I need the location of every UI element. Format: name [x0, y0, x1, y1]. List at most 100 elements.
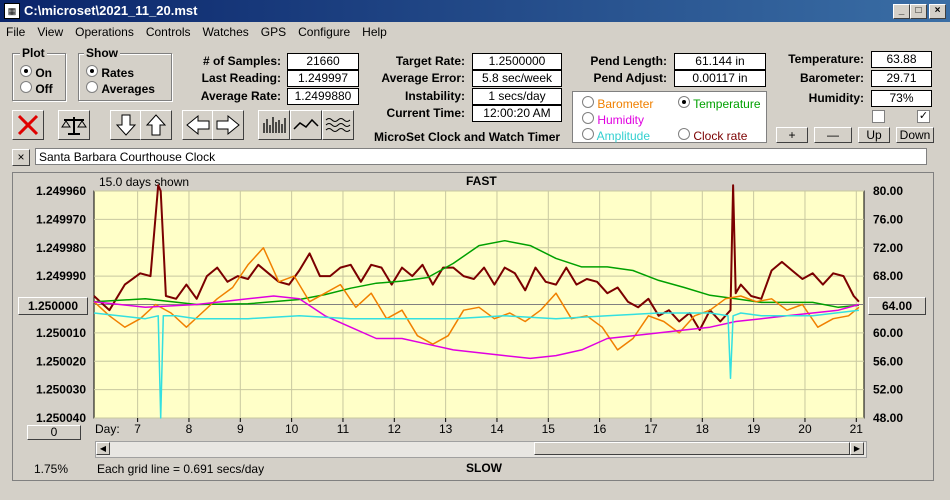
series-line-clock-rate [93, 184, 860, 331]
sensor-clockrate-label: Clock rate [693, 129, 748, 143]
y-right-tick-label: 52.00 [873, 383, 903, 397]
x-tick-label: 14 [490, 422, 504, 436]
radio-selected-icon [678, 96, 690, 108]
menu-controls[interactable]: Controls [145, 25, 191, 39]
y-left-tick-label: 1.250030 [36, 383, 86, 397]
x-tick-label: 18 [696, 422, 710, 436]
scroll-left-button[interactable]: ◀ [96, 442, 110, 455]
clear-button[interactable] [12, 110, 44, 140]
scroll-right-button[interactable]: ▶ [850, 442, 864, 455]
instability-label: Instability: [404, 89, 465, 103]
radio-selected-icon [86, 65, 98, 77]
samples-label: # of Samples: [202, 54, 281, 68]
balance-button[interactable] [58, 110, 90, 140]
average-error-value: 5.8 sec/week [472, 70, 562, 87]
humidity-label: Humidity: [808, 91, 864, 105]
sensor-humidity-radio[interactable]: Humidity [582, 112, 644, 127]
center-sensor-button[interactable]: 64.00 [868, 297, 926, 315]
x-axis-label: Day: [95, 422, 120, 436]
menu-operations[interactable]: Operations [75, 25, 134, 39]
sensor-amplitude-label: Amplitude [596, 129, 651, 143]
y-right-tick-label: 72.00 [873, 241, 903, 255]
average-error-label: Average Error: [381, 71, 465, 85]
y-right-tick-label: 48.00 [873, 411, 903, 425]
pend-adjust-value: 0.00117 in [674, 70, 766, 87]
clear-name-button[interactable]: × [12, 149, 30, 166]
sensor-temperature-radio[interactable]: Temperature [678, 96, 761, 111]
sensor-barometer-radio[interactable]: Barometer [582, 96, 653, 111]
show-averages-label: Averages [101, 82, 155, 96]
app-icon[interactable]: ▦ [4, 3, 20, 19]
target-rate-value[interactable]: 1.2500000 [472, 53, 562, 70]
scale-up-button[interactable]: Up [858, 127, 890, 143]
menu-file[interactable]: File [6, 25, 26, 39]
scale-down-button[interactable]: Down [896, 127, 934, 143]
x-tick-label: 9 [237, 422, 244, 436]
x-tick-label: 7 [134, 422, 141, 436]
arrow-right-button[interactable] [212, 110, 244, 140]
clock-name-input[interactable]: Santa Barbara Courthouse Clock [35, 148, 927, 165]
triangle-left-icon: ◀ [99, 444, 107, 453]
x-tick-label: 17 [644, 422, 658, 436]
y-right-tick-label: 80.00 [873, 184, 903, 198]
last-reading-value: 1.249997 [287, 70, 359, 87]
menu-help[interactable]: Help [362, 25, 387, 39]
arrow-left-icon [186, 114, 210, 136]
y-right-tick-label: 60.00 [873, 326, 903, 340]
left-checkbox[interactable] [872, 110, 885, 123]
center-rate-button[interactable]: 1.250000 [18, 297, 88, 315]
menu-gps[interactable]: GPS [260, 25, 287, 39]
y-left-tick-label: 1.249960 [36, 184, 86, 198]
plot-off-radio[interactable]: Off [20, 81, 53, 96]
offset-button[interactable]: 0 [27, 425, 81, 440]
y-left-tick-label: 1.250020 [36, 354, 86, 368]
y-right-tick-label: 76.00 [873, 212, 903, 226]
menu-view[interactable]: View [37, 25, 64, 39]
scale-minus-button[interactable]: — [814, 127, 852, 143]
minimize-button[interactable]: _ [893, 4, 910, 19]
sensor-barometer-label: Barometer [597, 97, 654, 111]
arrow-down-button[interactable] [110, 110, 142, 140]
sensor-temperature-label: Temperature [693, 97, 761, 111]
plot-group-title: Plot [20, 46, 47, 60]
arrow-right-icon [216, 114, 240, 136]
menu-configure[interactable]: Configure [298, 25, 351, 39]
plot-on-label: On [35, 66, 53, 80]
triangle-right-icon: ▶ [853, 444, 861, 453]
x-tick-label: 12 [388, 422, 402, 436]
average-rate-value: 1.2499880 [287, 88, 359, 105]
arrow-left-button[interactable] [182, 110, 214, 140]
scroll-thumb[interactable] [534, 442, 850, 455]
series-group [93, 184, 860, 419]
average-rate-label: Average Rate: [200, 89, 281, 103]
show-rates-radio[interactable]: Rates [86, 65, 134, 80]
radio-icon [582, 128, 594, 140]
bar-view-button[interactable] [258, 110, 290, 140]
scale-plus-button[interactable]: + [776, 127, 808, 143]
wave-view-button[interactable] [322, 110, 354, 140]
maximize-button[interactable]: □ [910, 4, 927, 19]
arrow-up-button[interactable] [140, 110, 172, 140]
menu-watches[interactable]: Watches [202, 25, 249, 39]
samples-value: 21660 [287, 53, 359, 70]
pend-adjust-label: Pend Adjust: [593, 71, 667, 85]
radio-icon [582, 112, 594, 124]
y-left-tick-label: 1.249980 [36, 241, 86, 255]
app-caption: MicroSet Clock and Watch Timer [374, 130, 561, 144]
x-tick-label: 20 [798, 422, 812, 436]
balance-scale-icon [61, 117, 87, 135]
sensor-selector [572, 91, 767, 143]
right-checkbox[interactable]: ✓ [917, 110, 930, 123]
x-tick-label: 8 [186, 422, 193, 436]
sensor-amplitude-radio[interactable]: Amplitude [582, 128, 650, 143]
radio-icon [86, 81, 98, 93]
window-title: C:\microset\2021_11_20.mst [24, 3, 198, 18]
title-bar: ▦ C:\microset\2021_11_20.mst _ □ × [0, 0, 950, 22]
show-averages-radio[interactable]: Averages [86, 81, 155, 96]
radio-icon [582, 96, 594, 108]
plot-on-radio[interactable]: On [20, 65, 52, 80]
arrow-up-icon [145, 114, 167, 136]
line-view-button[interactable] [290, 110, 322, 140]
close-window-button[interactable]: × [929, 4, 946, 19]
sensor-clockrate-radio[interactable]: Clock rate [678, 128, 747, 143]
